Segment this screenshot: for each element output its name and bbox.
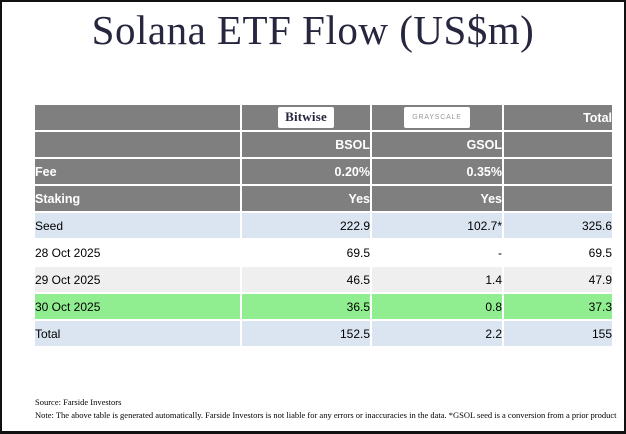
grayscale-logo: GRAYSCALE bbox=[404, 107, 470, 128]
table-row-30-oct-highlighted: 30 Oct 2025 36.5 0.8 37.3 bbox=[33, 292, 614, 321]
table-row-total: Total 152.5 2.2 155 bbox=[33, 319, 614, 348]
table-row-seed: Seed 222.9 102.7* 325.6 bbox=[33, 211, 614, 240]
gsol-value-cell: - bbox=[370, 238, 504, 267]
table-row-29-oct: 29 Oct 2025 46.5 1.4 47.9 bbox=[33, 265, 614, 294]
staking-gsol-cell: Yes bbox=[370, 184, 504, 213]
total-value-cell: 69.5 bbox=[502, 238, 614, 267]
gsol-value-cell: 0.8 bbox=[370, 292, 504, 321]
bitwise-logo: Bitwise bbox=[278, 107, 334, 128]
staking-bsol-cell: Yes bbox=[240, 184, 372, 213]
bsol-value-cell: 69.5 bbox=[240, 238, 372, 267]
gsol-value-cell: 1.4 bbox=[370, 265, 504, 294]
gsol-value-cell: 2.2 bbox=[370, 319, 504, 348]
bsol-value-cell: 36.5 bbox=[240, 292, 372, 321]
row-label-cell: 28 Oct 2025 bbox=[33, 238, 242, 267]
provider-logo-row: Bitwise GRAYSCALE Total bbox=[33, 103, 614, 132]
row-label-cell: 30 Oct 2025 bbox=[33, 292, 242, 321]
fee-row-label: Fee bbox=[33, 157, 242, 186]
total-value-cell: 47.9 bbox=[502, 265, 614, 294]
grayscale-logo-cell: GRAYSCALE bbox=[370, 103, 504, 132]
fee-row: Fee 0.20% 0.35% bbox=[33, 157, 614, 186]
empty-header-cell bbox=[33, 103, 242, 132]
empty-header-cell bbox=[502, 130, 614, 159]
bsol-value-cell: 152.5 bbox=[240, 319, 372, 348]
row-label-cell: 29 Oct 2025 bbox=[33, 265, 242, 294]
bitwise-logo-cell: Bitwise bbox=[240, 103, 372, 132]
total-value-cell: 325.6 bbox=[502, 211, 614, 240]
bsol-value-cell: 46.5 bbox=[240, 265, 372, 294]
source-text: Source: Farside Investors bbox=[35, 397, 122, 407]
row-label-cell: Total bbox=[33, 319, 242, 348]
table-row-28-oct: 28 Oct 2025 69.5 - 69.5 bbox=[33, 238, 614, 267]
total-column-header: Total bbox=[502, 103, 614, 132]
empty-header-cell bbox=[33, 130, 242, 159]
fee-gsol-cell: 0.35% bbox=[370, 157, 504, 186]
bsol-value-cell: 222.9 bbox=[240, 211, 372, 240]
total-value-cell: 155 bbox=[502, 319, 614, 348]
disclaimer-note: Note: The above table is generated autom… bbox=[35, 410, 617, 420]
row-label-cell: Seed bbox=[33, 211, 242, 240]
empty-header-cell bbox=[502, 157, 614, 186]
solana-etf-flow-table: Bitwise GRAYSCALE Total BSOL GSOL Fee 0.… bbox=[33, 103, 614, 348]
gsol-value-cell: 102.7* bbox=[370, 211, 504, 240]
staking-row-label: Staking bbox=[33, 184, 242, 213]
fee-bsol-cell: 0.20% bbox=[240, 157, 372, 186]
empty-header-cell bbox=[502, 184, 614, 213]
page-title: Solana ETF Flow (US$m) bbox=[91, 7, 535, 53]
ticker-row: BSOL GSOL bbox=[33, 130, 614, 159]
footer: Source: Farside Investors Note: The abov… bbox=[35, 396, 617, 422]
total-value-cell: 37.3 bbox=[502, 292, 614, 321]
bsol-ticker-cell: BSOL bbox=[240, 130, 372, 159]
staking-row: Staking Yes Yes bbox=[33, 184, 614, 213]
gsol-ticker-cell: GSOL bbox=[370, 130, 504, 159]
